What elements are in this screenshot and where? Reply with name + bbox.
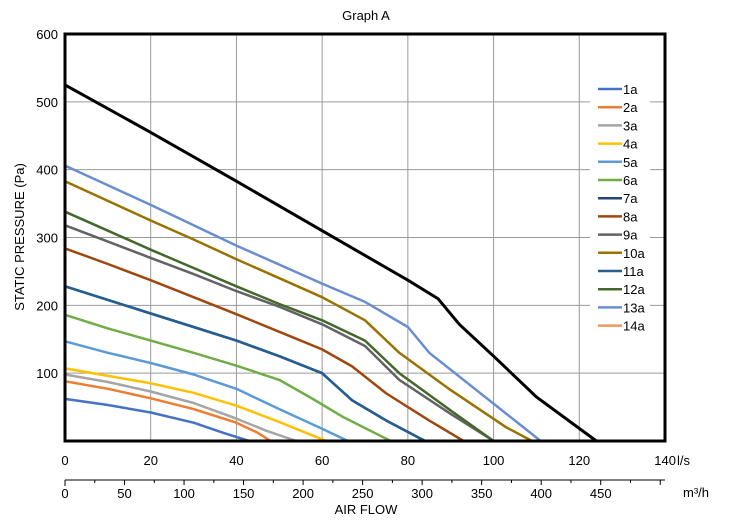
legend-background xyxy=(590,84,650,340)
legend-label-13a: 13a xyxy=(623,300,645,315)
x-axis-label: AIR FLOW xyxy=(335,502,399,517)
y-tick-label: 300 xyxy=(36,231,58,246)
x-tick-label: 20 xyxy=(143,453,157,468)
x2-tick-label: 100 xyxy=(173,486,195,501)
x2-tick-label: 250 xyxy=(352,486,374,501)
y-tick-label: 400 xyxy=(36,163,58,178)
series-line-8a xyxy=(63,247,465,443)
series-line-1a xyxy=(63,397,251,443)
legend-label-7a: 7a xyxy=(623,191,638,206)
max-curve-line xyxy=(63,83,598,443)
legend-label-10a: 10a xyxy=(623,246,645,261)
y-tick-label: 600 xyxy=(36,27,58,42)
legend-label-3a: 3a xyxy=(623,118,638,133)
x2-tick-label: 50 xyxy=(117,486,131,501)
series-line-7a xyxy=(63,285,427,443)
y-tick-label: 200 xyxy=(36,298,58,313)
x-tick-label: 60 xyxy=(315,453,329,468)
series-line-9a xyxy=(63,224,495,443)
x2-axis-unit: m³/h xyxy=(683,485,709,500)
legend-label-6a: 6a xyxy=(623,173,638,188)
legend-label-9a: 9a xyxy=(623,228,638,243)
series-line-11a xyxy=(63,285,427,443)
legend-label-11a: 11a xyxy=(623,264,644,279)
series-line-6a xyxy=(63,313,392,443)
series-line-12a xyxy=(63,210,495,443)
series-line-5a xyxy=(63,340,350,443)
legend: 1a 2a 3a 4a 5a 6a 7a 8a 9a 10a 11a 12a 13a 14a xyxy=(598,82,645,334)
x2-tick-label: 400 xyxy=(530,486,552,501)
series-line-10a xyxy=(63,179,534,443)
plot-area-frame xyxy=(63,32,667,443)
legend-label-4a: 4a xyxy=(623,137,638,152)
x2-tick-label: 300 xyxy=(411,486,433,501)
y-axis-label: STATIC PRESSURE (Pa) xyxy=(12,163,27,311)
chart-title: Graph A xyxy=(342,8,390,23)
x-axis-ticks: 0 20 40 60 80 100 120 140 xyxy=(61,453,676,468)
y-tick-label: 500 xyxy=(36,95,58,110)
legend-label-14a: 14a xyxy=(623,319,645,334)
series-layer xyxy=(63,83,598,443)
series-line-2a xyxy=(63,380,272,443)
x-tick-label: 120 xyxy=(568,453,590,468)
x-tick-label: 140 xyxy=(654,453,676,468)
series-line-3a xyxy=(63,373,298,443)
x-tick-label: 80 xyxy=(401,453,415,468)
x2-tick-label: 350 xyxy=(471,486,493,501)
x-axis-unit: l/s xyxy=(677,453,691,468)
x2-tick-label: 0 xyxy=(61,486,68,501)
legend-label-8a: 8a xyxy=(623,209,638,224)
legend-label-2a: 2a xyxy=(623,100,638,115)
x2-tick-label: 200 xyxy=(292,486,314,501)
legend-label-5a: 5a xyxy=(623,155,638,170)
x-tick-label: 0 xyxy=(61,453,68,468)
x2-tick-label: 150 xyxy=(233,486,255,501)
legend-label-1a: 1a xyxy=(623,82,638,97)
grid xyxy=(65,34,665,441)
x2-axis: 0 50 100 150 200 250 300 350 400 450 xyxy=(61,479,665,501)
y-axis-ticks: 100 200 300 400 500 600 xyxy=(36,27,58,381)
legend-label-12a: 12a xyxy=(623,282,645,297)
x-tick-label: 40 xyxy=(229,453,243,468)
series-line-13a xyxy=(63,164,542,443)
y-tick-label: 100 xyxy=(36,366,58,381)
x2-tick-label: 450 xyxy=(590,486,612,501)
x-tick-label: 100 xyxy=(483,453,505,468)
series-line-4a xyxy=(63,367,328,443)
